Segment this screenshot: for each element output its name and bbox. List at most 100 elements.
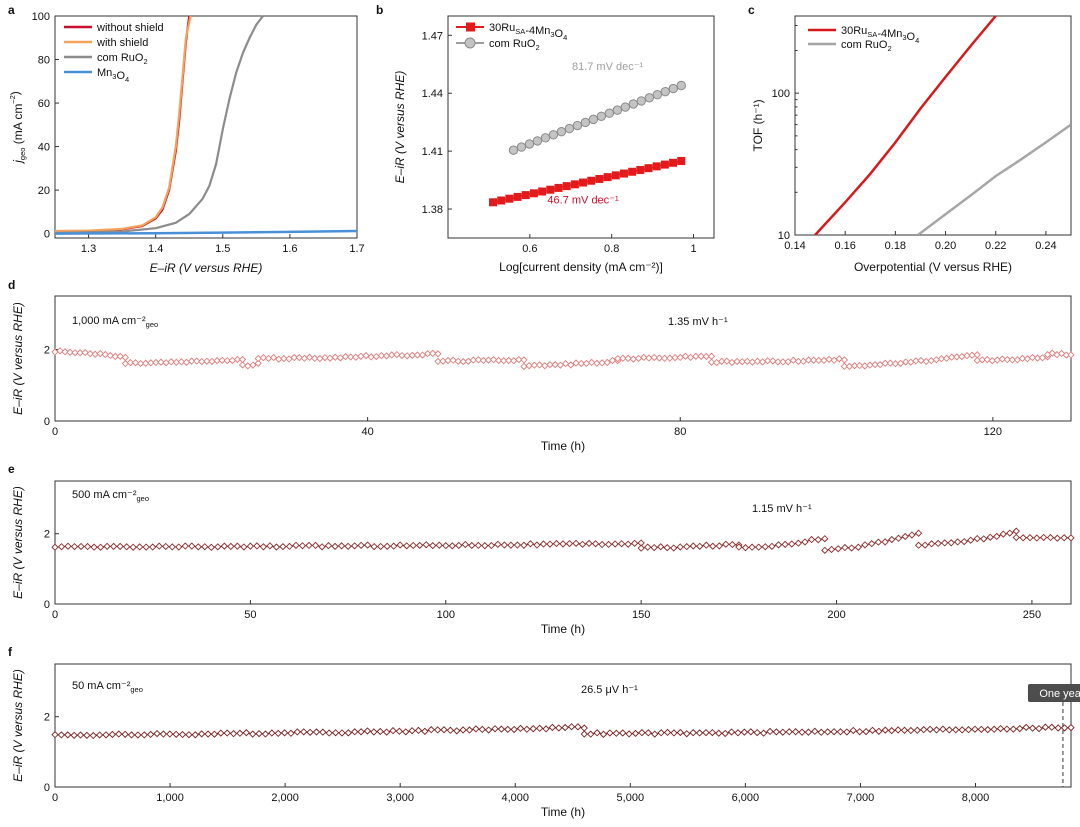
- x-tick-label: 100: [437, 609, 455, 621]
- data-point: [668, 83, 678, 94]
- slope-annotation: 81.7 mV dec⁻¹: [572, 61, 644, 73]
- data-point: [636, 96, 647, 106]
- data-point: [554, 183, 563, 192]
- data-point: [611, 540, 619, 548]
- data-point: [81, 348, 89, 357]
- y-tick-label: 2: [44, 712, 50, 724]
- data-point: [728, 358, 736, 367]
- data-point: [715, 542, 723, 550]
- one-year-callout-box: [1027, 684, 1080, 702]
- data-point: [660, 86, 670, 97]
- data-point: [862, 727, 870, 736]
- data-point: [416, 541, 424, 550]
- data-point: [980, 535, 988, 543]
- data-point: [801, 538, 809, 546]
- data-point: [1012, 533, 1020, 542]
- data-point: [830, 356, 838, 364]
- data-point: [650, 543, 658, 552]
- data-point: [908, 531, 916, 539]
- x-tick-label: 0.18: [885, 240, 906, 252]
- data-point: [755, 543, 763, 551]
- x-tick-label: 3,000: [386, 792, 414, 804]
- data-point: [513, 541, 522, 549]
- data-point: [854, 543, 862, 551]
- data-point: [312, 728, 321, 736]
- data-point: [472, 725, 480, 733]
- data-point: [636, 165, 645, 174]
- data-point: [542, 725, 550, 733]
- data-point: [932, 356, 940, 364]
- data-point: [402, 728, 410, 736]
- data-point: [513, 192, 522, 201]
- data-point: [591, 540, 600, 548]
- data-point: [894, 534, 903, 542]
- data-point: [510, 725, 518, 734]
- data-point: [127, 731, 136, 739]
- y-axis-label: E–iR (V versus RHE): [393, 71, 407, 184]
- data-point: [370, 542, 378, 551]
- data-point: [644, 543, 652, 551]
- data-point: [669, 158, 678, 167]
- data-point: [939, 725, 947, 733]
- data-point: [468, 541, 476, 550]
- data-point: [372, 352, 380, 361]
- data-point: [888, 535, 896, 544]
- data-point: [657, 543, 665, 551]
- data-point: [578, 540, 587, 548]
- data-point: [628, 167, 637, 176]
- x-tick-label: 1: [690, 243, 696, 255]
- data-point: [546, 185, 555, 194]
- data-point: [598, 540, 606, 549]
- x-axis-label: Overpotential (V versus RHE): [854, 260, 1012, 274]
- data-point: [875, 727, 883, 735]
- legend-marker: [464, 37, 476, 49]
- data-point: [521, 191, 530, 200]
- data-point: [702, 728, 710, 737]
- data-point: [233, 542, 241, 550]
- data-point: [779, 728, 787, 736]
- y-tick-label: 0: [44, 416, 50, 428]
- data-point: [429, 541, 437, 550]
- data-point: [255, 729, 263, 738]
- data-point: [861, 362, 869, 370]
- data-point: [927, 357, 935, 365]
- data-point: [695, 729, 704, 737]
- data-point: [548, 130, 559, 140]
- data-point: [766, 727, 774, 736]
- data-point: [624, 540, 632, 548]
- data-point: [280, 729, 289, 737]
- data-point: [427, 726, 435, 734]
- data-point: [520, 356, 528, 364]
- data-point: [934, 539, 942, 548]
- data-point: [596, 111, 607, 121]
- data-point: [287, 729, 295, 737]
- data-point: [198, 730, 206, 738]
- data-point: [449, 356, 457, 364]
- data-point: [811, 727, 819, 735]
- data-point: [660, 160, 669, 169]
- data-point: [814, 536, 822, 544]
- x-tick-label: 1.3: [81, 243, 96, 255]
- data-point: [96, 543, 105, 551]
- data-point: [504, 725, 512, 734]
- x-tick-label: 7,000: [847, 792, 875, 804]
- data-point: [101, 350, 109, 359]
- data-point: [791, 728, 800, 736]
- data-point: [1048, 723, 1056, 731]
- data-point: [266, 542, 274, 550]
- data-point: [393, 350, 401, 359]
- y-tick-label: 0: [44, 599, 50, 611]
- data-point: [830, 728, 838, 736]
- data-point: [625, 730, 633, 738]
- data-point: [352, 353, 360, 361]
- data-point: [585, 539, 593, 548]
- data-point: [292, 541, 300, 550]
- data-point: [836, 728, 845, 736]
- data-point: [681, 352, 690, 360]
- data-point: [748, 543, 756, 551]
- panel-label: b: [376, 3, 383, 17]
- data-point: [153, 729, 161, 738]
- data-point: [331, 542, 339, 551]
- panel-d: 0 40 80 120 0 2 d 1,000 mA cm⁻²geo 1.35 mV h⁻¹ Ti…: [8, 278, 1075, 453]
- data-point: [109, 542, 118, 551]
